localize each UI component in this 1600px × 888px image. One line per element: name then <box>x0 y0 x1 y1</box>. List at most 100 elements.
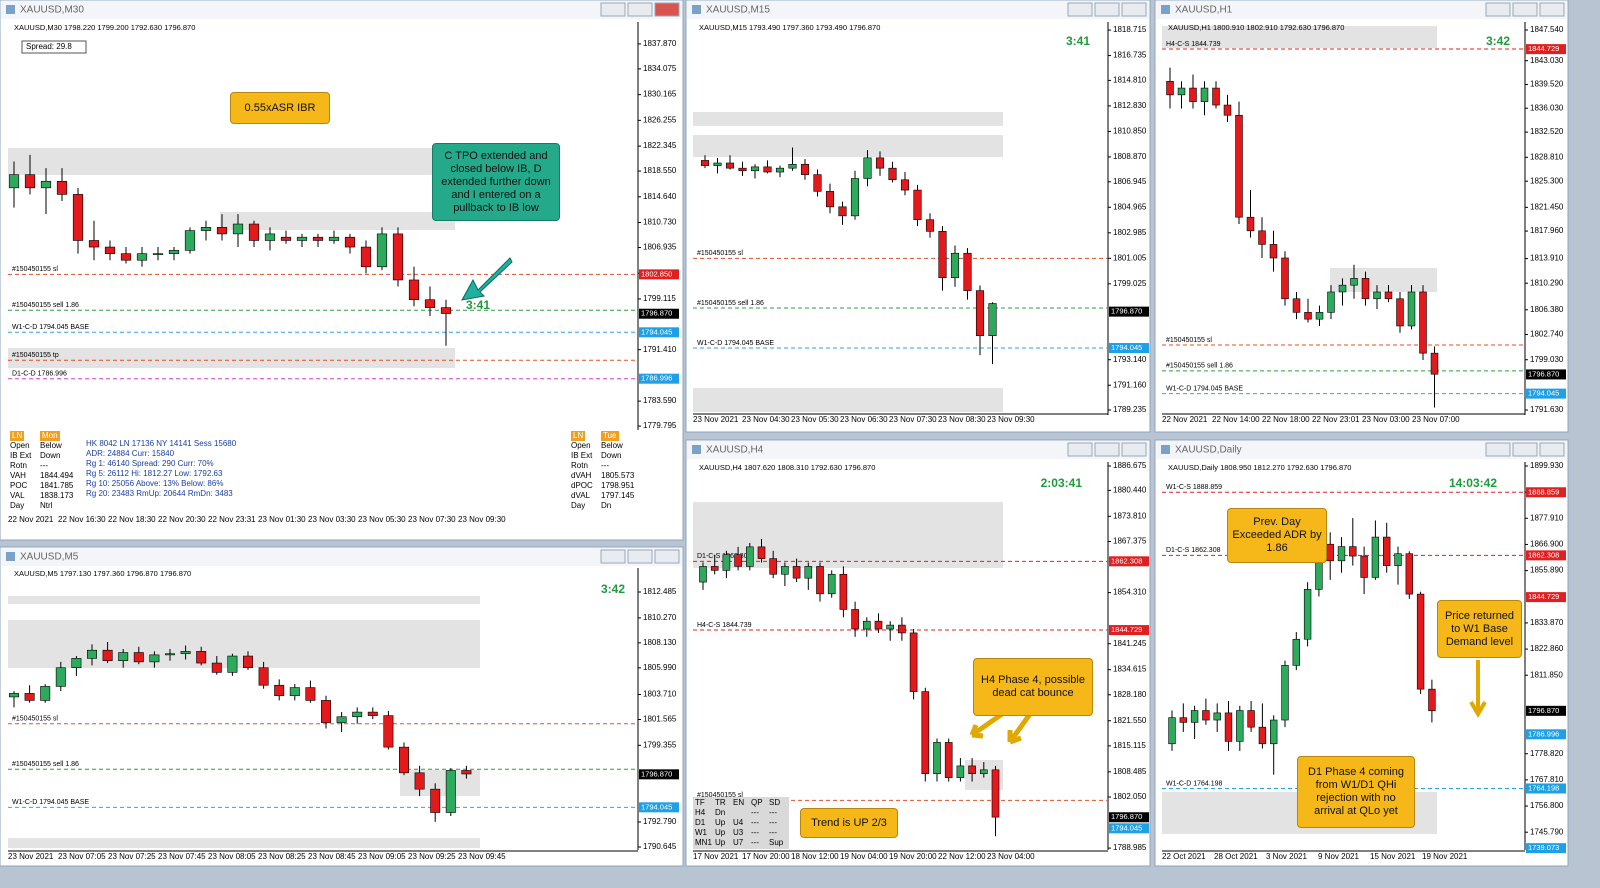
price-tag <box>1526 44 1566 55</box>
candle-body <box>1213 712 1221 721</box>
window-button[interactable] <box>1121 442 1147 457</box>
y-tick-label: 1813.910 <box>1530 254 1564 263</box>
window-button[interactable] <box>654 549 680 564</box>
candle-body <box>710 566 719 571</box>
y-tick-label: 1778.820 <box>1530 749 1564 758</box>
level-label: #150450155 sell 1.86 <box>697 300 764 307</box>
candle-body <box>102 649 113 662</box>
y-tick-label: 1803.710 <box>643 690 677 699</box>
zone <box>8 348 455 368</box>
trend-cell: U3 <box>733 828 744 837</box>
candle-body <box>963 252 972 291</box>
candle-body <box>336 716 347 723</box>
y-tick-label: 1810.850 <box>1113 127 1147 136</box>
candle-body <box>280 236 292 241</box>
info-cell: Ntrl <box>40 501 53 510</box>
price-tag <box>639 327 679 338</box>
x-tick-label: 23 Nov 08:05 <box>208 852 256 861</box>
annotation: C TPO extended and closed below IB, D ex… <box>432 143 560 221</box>
chart-header: XAUUSD,M15 1793.490 1797.360 1793.490 17… <box>699 23 880 32</box>
candle-body <box>839 573 848 610</box>
window-button[interactable] <box>1539 442 1565 457</box>
info-cell: POC <box>10 481 28 490</box>
price-tag <box>639 308 679 319</box>
x-tick-label: 23 Nov 2021 <box>693 415 739 424</box>
candle-body <box>1202 710 1210 721</box>
candle-body <box>248 223 260 241</box>
x-tick-label: 23 Nov 07:30 <box>889 415 937 424</box>
candle-body <box>898 624 906 634</box>
window-button[interactable] <box>1512 442 1538 457</box>
level-label: #150450155 sell 1.86 <box>1166 363 1233 370</box>
info-cell: Tue <box>601 431 619 441</box>
candle-body <box>392 233 404 281</box>
price-tag <box>1109 343 1149 354</box>
window-button[interactable] <box>1094 2 1120 17</box>
window-title: XAUUSD,H4 <box>706 445 764 456</box>
trend-cell: Up <box>715 818 726 827</box>
candle-body <box>950 252 960 279</box>
price-tag-label: 1796.870 <box>1528 706 1559 715</box>
price-tag-label: 1888.859 <box>1528 487 1559 496</box>
trend-cell: --- <box>769 828 777 837</box>
price-tag-label: 1794.045 <box>1111 343 1142 352</box>
y-tick-label: 1821.550 <box>1113 716 1147 725</box>
window-button[interactable] <box>1067 2 1093 17</box>
candle-body <box>875 157 885 169</box>
y-tick-label: 1812.485 <box>643 587 677 596</box>
level-label: W1-C-D 1794.045 BASE <box>12 324 89 331</box>
candle-body <box>1349 546 1357 557</box>
candle-body <box>243 655 253 669</box>
window-button[interactable] <box>1485 2 1511 17</box>
window-button[interactable] <box>627 549 653 564</box>
window-button[interactable] <box>1094 442 1120 457</box>
window-button[interactable] <box>1512 2 1538 17</box>
candle-body <box>886 624 895 630</box>
price-tag-label: 1796.870 <box>1111 307 1142 316</box>
y-tick-label: 1808.870 <box>1113 152 1147 161</box>
window-button[interactable] <box>1067 442 1093 457</box>
info-cell: Down <box>601 451 622 460</box>
zone <box>8 148 460 175</box>
info-panel: LN Mon Open Below IB Ext Down Rotn --- VAH 1844.4… <box>8 431 638 515</box>
price-tag <box>639 373 679 384</box>
window-button[interactable] <box>627 2 653 17</box>
candle-body <box>1361 278 1370 300</box>
window-button[interactable] <box>654 2 680 17</box>
candle-body <box>440 307 452 314</box>
window-button[interactable] <box>1485 442 1511 457</box>
candle-body <box>700 160 710 166</box>
candle-body <box>274 684 285 697</box>
candle-body <box>1270 719 1278 745</box>
info-cell: LN <box>571 431 586 441</box>
level-label: #150450155 sell 1.86 <box>12 761 79 768</box>
candle-body <box>1247 710 1255 728</box>
candle-body <box>1179 717 1187 723</box>
y-tick-label: 1799.025 <box>1113 279 1147 288</box>
y-tick-label: 1834.075 <box>643 64 677 73</box>
window-button[interactable] <box>1121 2 1147 17</box>
candle-body <box>1419 291 1427 354</box>
x-tick-label: 23 Nov 09:45 <box>458 852 506 861</box>
x-tick-label: 23 Nov 2021 <box>8 852 54 861</box>
candle-body <box>921 691 930 775</box>
candle-body <box>956 765 965 778</box>
price-tag-label: 1739.073 <box>1528 843 1559 852</box>
candle-body <box>763 166 772 173</box>
x-tick-label: 23 Nov 03:00 <box>1362 415 1410 424</box>
price-tag-label: 1796.870 <box>1111 812 1142 821</box>
candle-body <box>352 711 363 718</box>
candle-body <box>1292 638 1300 666</box>
candle-body <box>1224 712 1233 742</box>
trend-cell: Up <box>715 828 726 837</box>
y-tick-label: 1837.870 <box>643 39 677 48</box>
candle-body <box>1430 352 1439 375</box>
window-button[interactable] <box>1539 2 1565 17</box>
x-tick-label: 23 Nov 01:30 <box>258 515 306 524</box>
level-label: #150450155 sl <box>697 250 743 257</box>
level-label: #150450155 sl <box>12 266 58 273</box>
window-button[interactable] <box>600 549 626 564</box>
window-button[interactable] <box>600 2 626 17</box>
candle-body <box>775 167 785 173</box>
y-tick-label: 1818.715 <box>1113 25 1147 34</box>
